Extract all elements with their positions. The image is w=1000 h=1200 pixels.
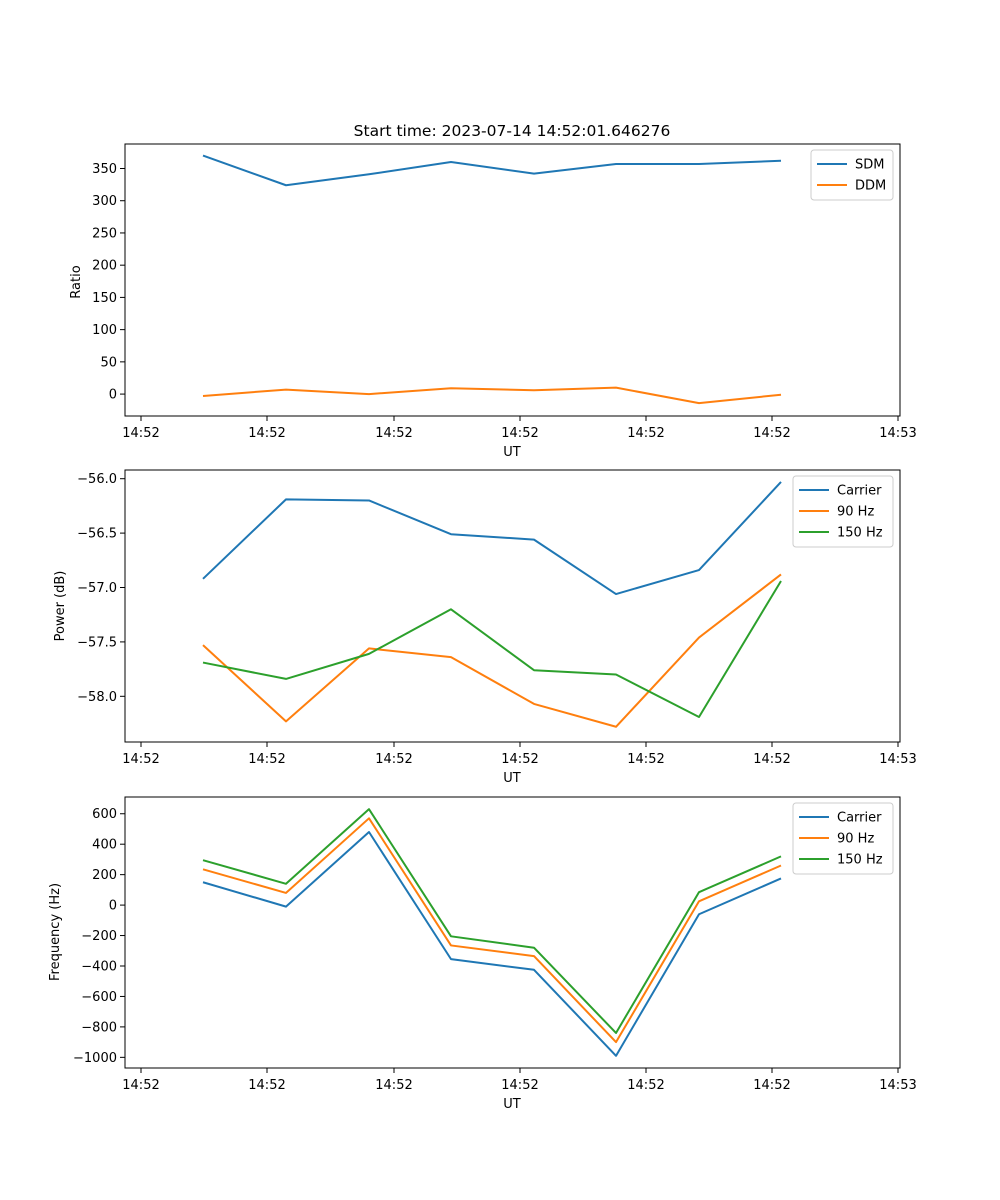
frequency-x-tick-label: 14:53 (879, 1078, 916, 1093)
power-y-tick-label: −58.0 (77, 690, 117, 705)
frequency-y-tick-label: −400 (81, 959, 117, 974)
frequency-x-tick-label: 14:52 (501, 1078, 538, 1093)
power-x-tick-label: 14:53 (879, 752, 916, 767)
frequency-y-tick-label: 0 (109, 899, 117, 914)
frequency-legend-label-carrier: Carrier (837, 811, 882, 826)
frequency-y-tick-label: 400 (92, 838, 117, 853)
frequency-y-tick-label: −1000 (73, 1051, 117, 1066)
ratio-subplot: Start time: 2023-07-14 14:52:01.646276 U… (69, 122, 917, 460)
power-x-tick-label: 14:52 (248, 752, 285, 767)
ratio-series-sdm (202, 154, 782, 187)
power-x-tick-label: 14:52 (375, 752, 412, 767)
ratio-axes-frame (124, 143, 901, 417)
frequency-series-carrier (202, 831, 782, 1057)
ratio-y-axis-label: Ratio (69, 265, 84, 298)
power-series-carrier (202, 481, 782, 596)
ratio-y-tick-label: 0 (109, 388, 117, 403)
power-y-axis-label: Power (dB) (53, 571, 68, 642)
frequency-y-tick-label: 600 (92, 807, 117, 822)
frequency-series-150-hz (202, 808, 782, 1034)
power-y-tick-label: −57.5 (77, 635, 117, 650)
frequency-y-tick-label: 200 (92, 868, 117, 883)
ratio-x-tick-label: 14:52 (375, 426, 412, 441)
frequency-x-axis-label: UT (503, 1097, 521, 1112)
power-plot-area (202, 481, 782, 728)
frequency-legend-label-150-hz: 150 Hz (837, 853, 883, 868)
ratio-y-tick-label: 50 (100, 355, 117, 370)
power-subplot: UT Power (dB) Carrier 90 Hz 150 Hz 14:52 14… (53, 469, 917, 786)
ratio-legend-label-ddm: DDM (855, 179, 886, 194)
power-x-axis-label: UT (503, 771, 521, 786)
frequency-series-90-hz (202, 817, 782, 1044)
ratio-legend-label-sdm: SDM (855, 158, 884, 173)
frequency-x-tick-label: 14:52 (627, 1078, 664, 1093)
power-y-tick-label: −56.0 (77, 472, 117, 487)
power-x-tick-label: 14:52 (501, 752, 538, 767)
ratio-y-tick-label: 350 (92, 162, 117, 177)
frequency-legend: Carrier 90 Hz 150 Hz (792, 802, 894, 875)
ratio-y-tick-label: 250 (92, 226, 117, 241)
ratio-x-tick-label: 14:52 (248, 426, 285, 441)
power-x-tick-label: 14:52 (627, 752, 664, 767)
ratio-legend: SDM DDM (810, 149, 894, 201)
ratio-y-tick-label: 150 (92, 291, 117, 306)
frequency-subplot: UT Frequency (Hz) Carrier 90 Hz 150 Hz 14:… (48, 796, 917, 1112)
ratio-y-tick-label: 200 (92, 259, 117, 274)
frequency-x-tick-label: 14:52 (753, 1078, 790, 1093)
power-series-90-hz (202, 573, 782, 728)
frequency-y-tick-label: −200 (81, 929, 117, 944)
power-series-150-hz (202, 580, 782, 718)
frequency-axes-frame (124, 796, 901, 1069)
ratio-series-ddm (202, 386, 782, 405)
frequency-y-tick-label: −600 (81, 990, 117, 1005)
power-legend-label-90-hz: 90 Hz (837, 505, 874, 520)
frequency-y-axis-label: Frequency (Hz) (48, 883, 63, 981)
chart-title: Start time: 2023-07-14 14:52:01.646276 (354, 122, 671, 140)
ratio-x-tick-label: 14:52 (501, 426, 538, 441)
power-legend-label-carrier: Carrier (837, 484, 882, 499)
ratio-x-tick-label: 14:52 (753, 426, 790, 441)
ratio-x-axis-label: UT (503, 445, 521, 460)
power-y-tick-label: −57.0 (77, 581, 117, 596)
frequency-x-tick-label: 14:52 (122, 1078, 159, 1093)
ratio-legend-box (810, 149, 894, 201)
power-legend: Carrier 90 Hz 150 Hz (792, 475, 894, 548)
frequency-x-tick-label: 14:52 (248, 1078, 285, 1093)
frequency-legend-label-90-hz: 90 Hz (837, 832, 874, 847)
frequency-legend-box (792, 802, 894, 875)
ratio-y-tick-label: 300 (92, 194, 117, 209)
ratio-y-tick-label: 100 (92, 323, 117, 338)
power-x-tick-label: 14:52 (122, 752, 159, 767)
power-legend-label-150-hz: 150 Hz (837, 526, 883, 541)
frequency-x-tick-label: 14:52 (375, 1078, 412, 1093)
power-x-tick-label: 14:52 (753, 752, 790, 767)
frequency-y-tick-label: −800 (81, 1020, 117, 1035)
power-axes-frame (124, 469, 901, 743)
ratio-x-tick-label: 14:52 (122, 426, 159, 441)
power-legend-box (792, 475, 894, 548)
power-y-tick-label: −56.5 (77, 527, 117, 542)
frequency-plot-area (202, 808, 782, 1057)
ratio-plot-area (202, 154, 782, 405)
ratio-x-tick-label: 14:52 (627, 426, 664, 441)
ratio-x-tick-label: 14:53 (879, 426, 916, 441)
